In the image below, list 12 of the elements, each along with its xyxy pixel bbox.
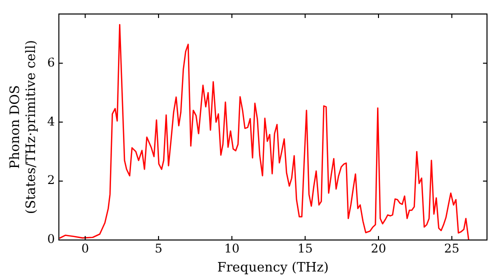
y-axis-title: Phonon DOS (States/THz·primitive cell) xyxy=(8,40,39,214)
y-tick-label: 2 xyxy=(47,173,55,188)
y-tick-label: 6 xyxy=(47,55,55,70)
x-tick-label: 0 xyxy=(81,241,90,256)
x-tick-label: 15 xyxy=(298,241,313,256)
y-tick-label: 4 xyxy=(47,114,56,128)
x-tick-label: 20 xyxy=(370,241,386,256)
x-axis-title: Frequency (THz) xyxy=(217,260,329,276)
x-tick-label: 10 xyxy=(224,241,240,256)
x-tick-label: 5 xyxy=(154,241,162,256)
y-tick-label: 0 xyxy=(47,232,55,246)
x-tick-label: 25 xyxy=(444,241,460,256)
